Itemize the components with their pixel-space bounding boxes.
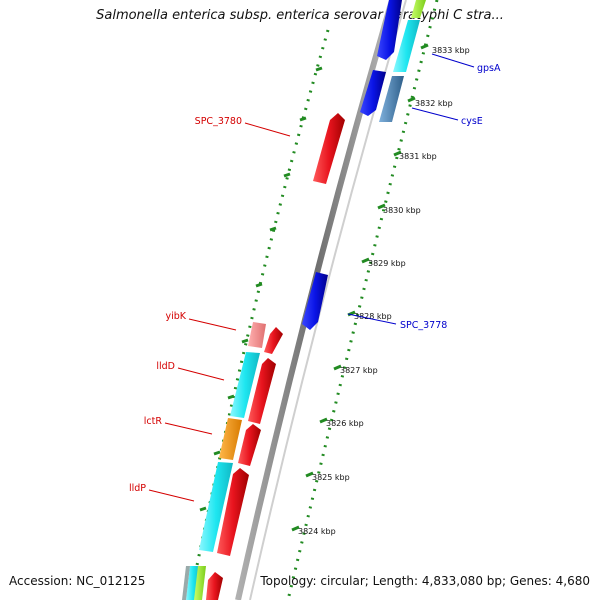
tick-label: 3831 kbp [399, 152, 437, 161]
tick-label: 3826 kbp [326, 419, 364, 428]
gene-lldD[interactable] [248, 358, 276, 424]
leader-spc3778 [347, 313, 397, 325]
genome-summary-text: Topology: circular; Length: 4,833,080 bp… [260, 574, 590, 588]
gene-spc3780[interactable] [313, 113, 345, 184]
gene-yibK[interactable] [264, 327, 283, 354]
leader-yibK [188, 318, 237, 331]
tick-label: 3829 kbp [368, 259, 406, 268]
pink-band-yibK [248, 322, 266, 348]
backbone-track-light [249, 0, 407, 600]
label-lctR[interactable]: lctR [144, 416, 163, 427]
leader-gpsA [431, 53, 475, 68]
label-spc3778[interactable]: SPC_3778 [400, 320, 447, 331]
label-spc3780[interactable]: SPC_3780 [195, 116, 242, 127]
tick-label: 3825 kbp [312, 473, 350, 482]
tick-label: 3824 kbp [298, 527, 336, 536]
label-gpsA[interactable]: gpsA [477, 63, 501, 74]
leader-cysE [411, 107, 459, 121]
label-lldD[interactable]: lldD [156, 361, 175, 372]
orange-band-lctR [219, 418, 242, 460]
cyan-band-top [393, 20, 420, 72]
tick-label: 3827 kbp [340, 366, 378, 375]
label-lldP[interactable]: lldP [129, 483, 146, 494]
kbp-ticks [291, 43, 429, 532]
gene-red-bottom[interactable] [206, 572, 223, 600]
steel-band-cysE [379, 76, 404, 122]
leader-lldD [177, 367, 225, 381]
accession-text: Accession: NC_012125 [9, 574, 146, 588]
leader-lldP [148, 489, 195, 502]
gene-blue-2[interactable] [360, 70, 386, 116]
gene-lldP[interactable] [217, 468, 249, 556]
label-yibK[interactable]: yibK [165, 311, 186, 322]
green-band-top [411, 0, 426, 18]
steel-band-bottom [182, 566, 190, 600]
leader-lctR [164, 422, 213, 435]
label-cysE[interactable]: cysE [461, 116, 483, 127]
cyan-band-lldD [230, 352, 260, 418]
leader-spc3780 [244, 122, 291, 137]
green-band-bottom [194, 566, 206, 600]
tick-label: 3828 kbp [354, 312, 392, 321]
gene-spc3778[interactable] [302, 272, 328, 330]
cyan-band-lldP [199, 462, 233, 552]
outer-tick-ring [286, 0, 439, 600]
tick-label: 3830 kbp [383, 206, 421, 215]
gene-lctR[interactable] [238, 424, 261, 466]
inner-tick-marks [199, 66, 323, 512]
gene-gpsA[interactable] [377, 0, 402, 60]
tick-label: 3832 kbp [415, 99, 453, 108]
tick-label: 3833 kbp [432, 46, 470, 55]
